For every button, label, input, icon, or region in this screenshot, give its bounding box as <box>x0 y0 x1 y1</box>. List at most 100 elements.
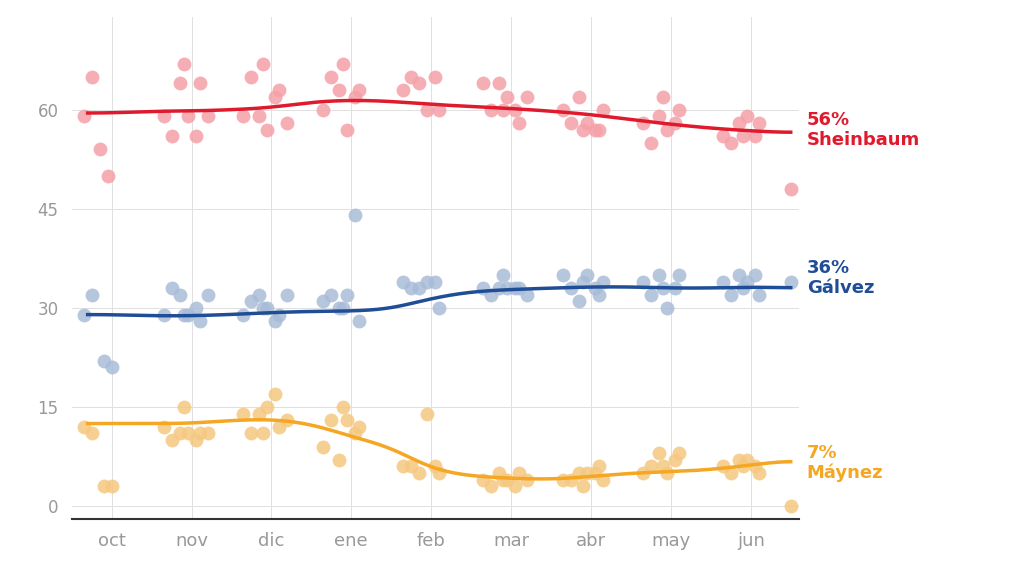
Point <box>171 290 187 299</box>
Point <box>280 415 296 425</box>
Point <box>255 304 271 313</box>
Point <box>331 455 347 464</box>
Point <box>499 92 515 101</box>
Point <box>179 112 196 121</box>
Point <box>730 118 746 128</box>
Point <box>579 118 595 128</box>
Point <box>251 112 267 121</box>
Point <box>667 118 683 128</box>
Point <box>570 297 587 306</box>
Point <box>324 415 340 425</box>
Point <box>475 283 492 293</box>
Point <box>574 125 591 134</box>
Point <box>411 78 427 88</box>
Point <box>251 290 267 299</box>
Point <box>495 270 511 279</box>
Point <box>347 92 364 101</box>
Point <box>427 462 443 471</box>
Point <box>738 277 755 286</box>
Point <box>431 105 447 114</box>
Point <box>671 105 687 114</box>
Point <box>339 290 355 299</box>
Point <box>315 297 332 306</box>
Point <box>483 482 500 491</box>
Point <box>734 132 751 141</box>
Point <box>555 270 571 279</box>
Point <box>483 290 500 299</box>
Point <box>591 462 607 471</box>
Point <box>339 415 355 425</box>
Point <box>191 317 208 326</box>
Point <box>95 482 112 491</box>
Point <box>431 304 447 313</box>
Point <box>650 270 667 279</box>
Point <box>267 317 284 326</box>
Point <box>746 270 763 279</box>
Point <box>738 455 755 464</box>
Point <box>658 304 675 313</box>
Point <box>191 78 208 88</box>
Point <box>475 475 492 484</box>
Point <box>175 59 191 68</box>
Point <box>164 132 180 141</box>
Point <box>574 482 591 491</box>
Point <box>156 112 172 121</box>
Point <box>734 283 751 293</box>
Point <box>175 402 191 411</box>
Point <box>179 429 196 438</box>
Point <box>643 290 659 299</box>
Text: 56%
Sheinbaum: 56% Sheinbaum <box>807 111 920 149</box>
Point <box>427 72 443 81</box>
Point <box>84 72 100 81</box>
Point <box>200 112 216 121</box>
Point <box>84 429 100 438</box>
Point <box>570 92 587 101</box>
Point <box>667 283 683 293</box>
Point <box>650 112 667 121</box>
Point <box>511 283 527 293</box>
Point <box>570 469 587 478</box>
Point <box>730 455 746 464</box>
Point <box>782 185 799 194</box>
Point <box>315 442 332 451</box>
Point <box>591 290 607 299</box>
Point <box>335 59 351 68</box>
Point <box>187 436 204 445</box>
Point <box>495 105 511 114</box>
Point <box>595 277 611 286</box>
Point <box>730 270 746 279</box>
Point <box>419 277 435 286</box>
Point <box>715 462 731 471</box>
Point <box>738 112 755 121</box>
Point <box>331 85 347 95</box>
Text: 36%
Gálvez: 36% Gálvez <box>807 259 874 297</box>
Point <box>271 310 288 319</box>
Point <box>595 105 611 114</box>
Point <box>751 469 767 478</box>
Point <box>511 118 527 128</box>
Point <box>280 290 296 299</box>
Point <box>511 469 527 478</box>
Point <box>658 125 675 134</box>
Point <box>483 105 500 114</box>
Point <box>431 469 447 478</box>
Point <box>555 105 571 114</box>
Point <box>563 475 580 484</box>
Point <box>271 422 288 432</box>
Point <box>351 85 368 95</box>
Point <box>156 422 172 432</box>
Point <box>324 290 340 299</box>
Point <box>519 92 536 101</box>
Point <box>654 283 671 293</box>
Point <box>91 145 108 154</box>
Point <box>347 211 364 220</box>
Point <box>280 118 296 128</box>
Point <box>507 482 523 491</box>
Point <box>475 78 492 88</box>
Point <box>654 462 671 471</box>
Point <box>671 449 687 458</box>
Point <box>171 429 187 438</box>
Point <box>395 277 412 286</box>
Point <box>335 402 351 411</box>
Point <box>251 409 267 418</box>
